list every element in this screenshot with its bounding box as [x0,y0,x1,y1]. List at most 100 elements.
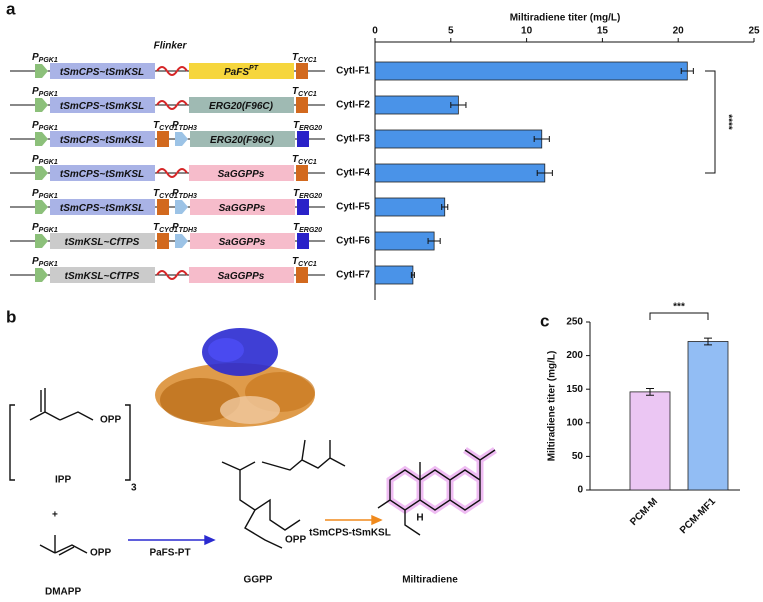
part-label: CYC1 [298,159,317,166]
gene [50,63,155,79]
gene-label: tSmCPS~tSmKSL [60,135,144,146]
part-label: CYC1 [298,91,317,98]
error-bar [533,136,550,142]
part-label: T [153,120,160,131]
part-label: P [32,188,39,199]
protein-structure [155,328,315,427]
label: 0 [372,26,378,37]
terminator [296,165,308,181]
part-label: PPGK1 [32,86,58,98]
promoter [35,268,48,282]
part-label: PGK1 [39,261,58,268]
gene-label: tSmCPS~tSmKSL [60,169,144,180]
gene-label: tSmCPS~tSmKSL [60,203,144,214]
label: Miltiradiene titer (mg/L) [510,13,621,24]
sig-bracket [705,70,716,174]
label: PaFS-PT [149,548,190,559]
part-label: TCYC1 [292,86,317,98]
gene-label: tSmCPS~tSmKSL [60,101,144,112]
label: CytI-F1 [336,66,370,77]
gene-label: SaGGPPs [218,169,265,180]
label: 200 [566,350,583,361]
gene [50,131,155,147]
part-label: TCYC1 [153,188,178,200]
label: CytI-F4 [336,168,370,179]
part-label: PPGK1 [32,52,58,64]
part-label: ERG20 [299,125,322,132]
gene [189,267,294,283]
part-label: TCYC1 [153,120,178,132]
error-bar [427,238,441,244]
part-label: T [293,222,300,233]
gene [50,267,155,283]
part-label: T [153,188,160,199]
part-label: TDH3 [179,227,197,234]
part-label: P [172,222,179,233]
label: 5 [448,26,454,37]
promoter [35,234,48,248]
part-label: P [32,256,39,267]
label: 25 [748,26,760,37]
label: 20 [673,26,685,37]
label: PCM-M [628,496,660,528]
terminator [297,131,309,147]
label: + [52,510,58,521]
gene-label: tSmCPS~tSmKSL [60,135,144,146]
label: CytI-F2 [336,100,370,111]
gene [189,165,294,181]
part-label: T [292,52,299,63]
gene-label: ERG20(F96C) [209,101,274,112]
label: **** [722,114,733,130]
part-label: T [293,120,300,131]
part-label: PGK1 [39,193,58,200]
label: 3 [131,483,137,494]
gene-label: PaFSPT [224,65,259,78]
bar [374,163,546,183]
part-label: TCYC1 [153,222,178,234]
part-label: TDH3 [179,193,197,200]
gene [50,165,155,181]
part-label: CYC1 [298,261,317,268]
bar [374,265,414,285]
promoter [175,132,188,146]
label: CytI-F7 [336,270,370,281]
label: OPP [100,415,121,426]
part-label: PGK1 [39,91,58,98]
part-label: TERG20 [293,188,322,200]
gene-label: SaGGPPs [218,169,265,180]
promoter [35,98,48,112]
bar [374,129,543,149]
part-label: P [172,188,179,199]
label: *** [673,302,685,313]
part-label: TCYC1 [292,256,317,268]
part-label: PTDH3 [172,188,197,200]
gene-label: PaFS [224,67,249,78]
part-label: P [32,52,39,63]
label: Miltiradiene [402,575,458,586]
label: H [416,513,423,524]
gene-label: tSmKSL~CfTPS [65,237,140,248]
label: PCM-MF1 [678,496,718,536]
gene-label: tSmCPS~tSmKSL [60,101,144,112]
part-label: PPGK1 [32,222,58,234]
gene [190,233,295,249]
gene-label: ERG20(F96C) [210,135,275,146]
part-label: CYC1 [159,227,178,234]
linker [156,168,188,178]
part-label: P [32,86,39,97]
part-label: T [293,188,300,199]
part-label: PPGK1 [32,154,58,166]
gene-label: SaGGPPs [218,271,265,282]
terminator [157,233,169,249]
label: 15 [597,26,609,37]
bar [687,341,729,491]
part-label: P [172,120,179,131]
label: CytI-F5 [336,202,370,213]
error-bar [646,388,654,396]
part-label: TDH3 [179,125,197,132]
gene [189,97,294,113]
part-label: ERG20 [299,227,322,234]
panel-label: c [540,311,549,330]
gene [190,131,295,147]
